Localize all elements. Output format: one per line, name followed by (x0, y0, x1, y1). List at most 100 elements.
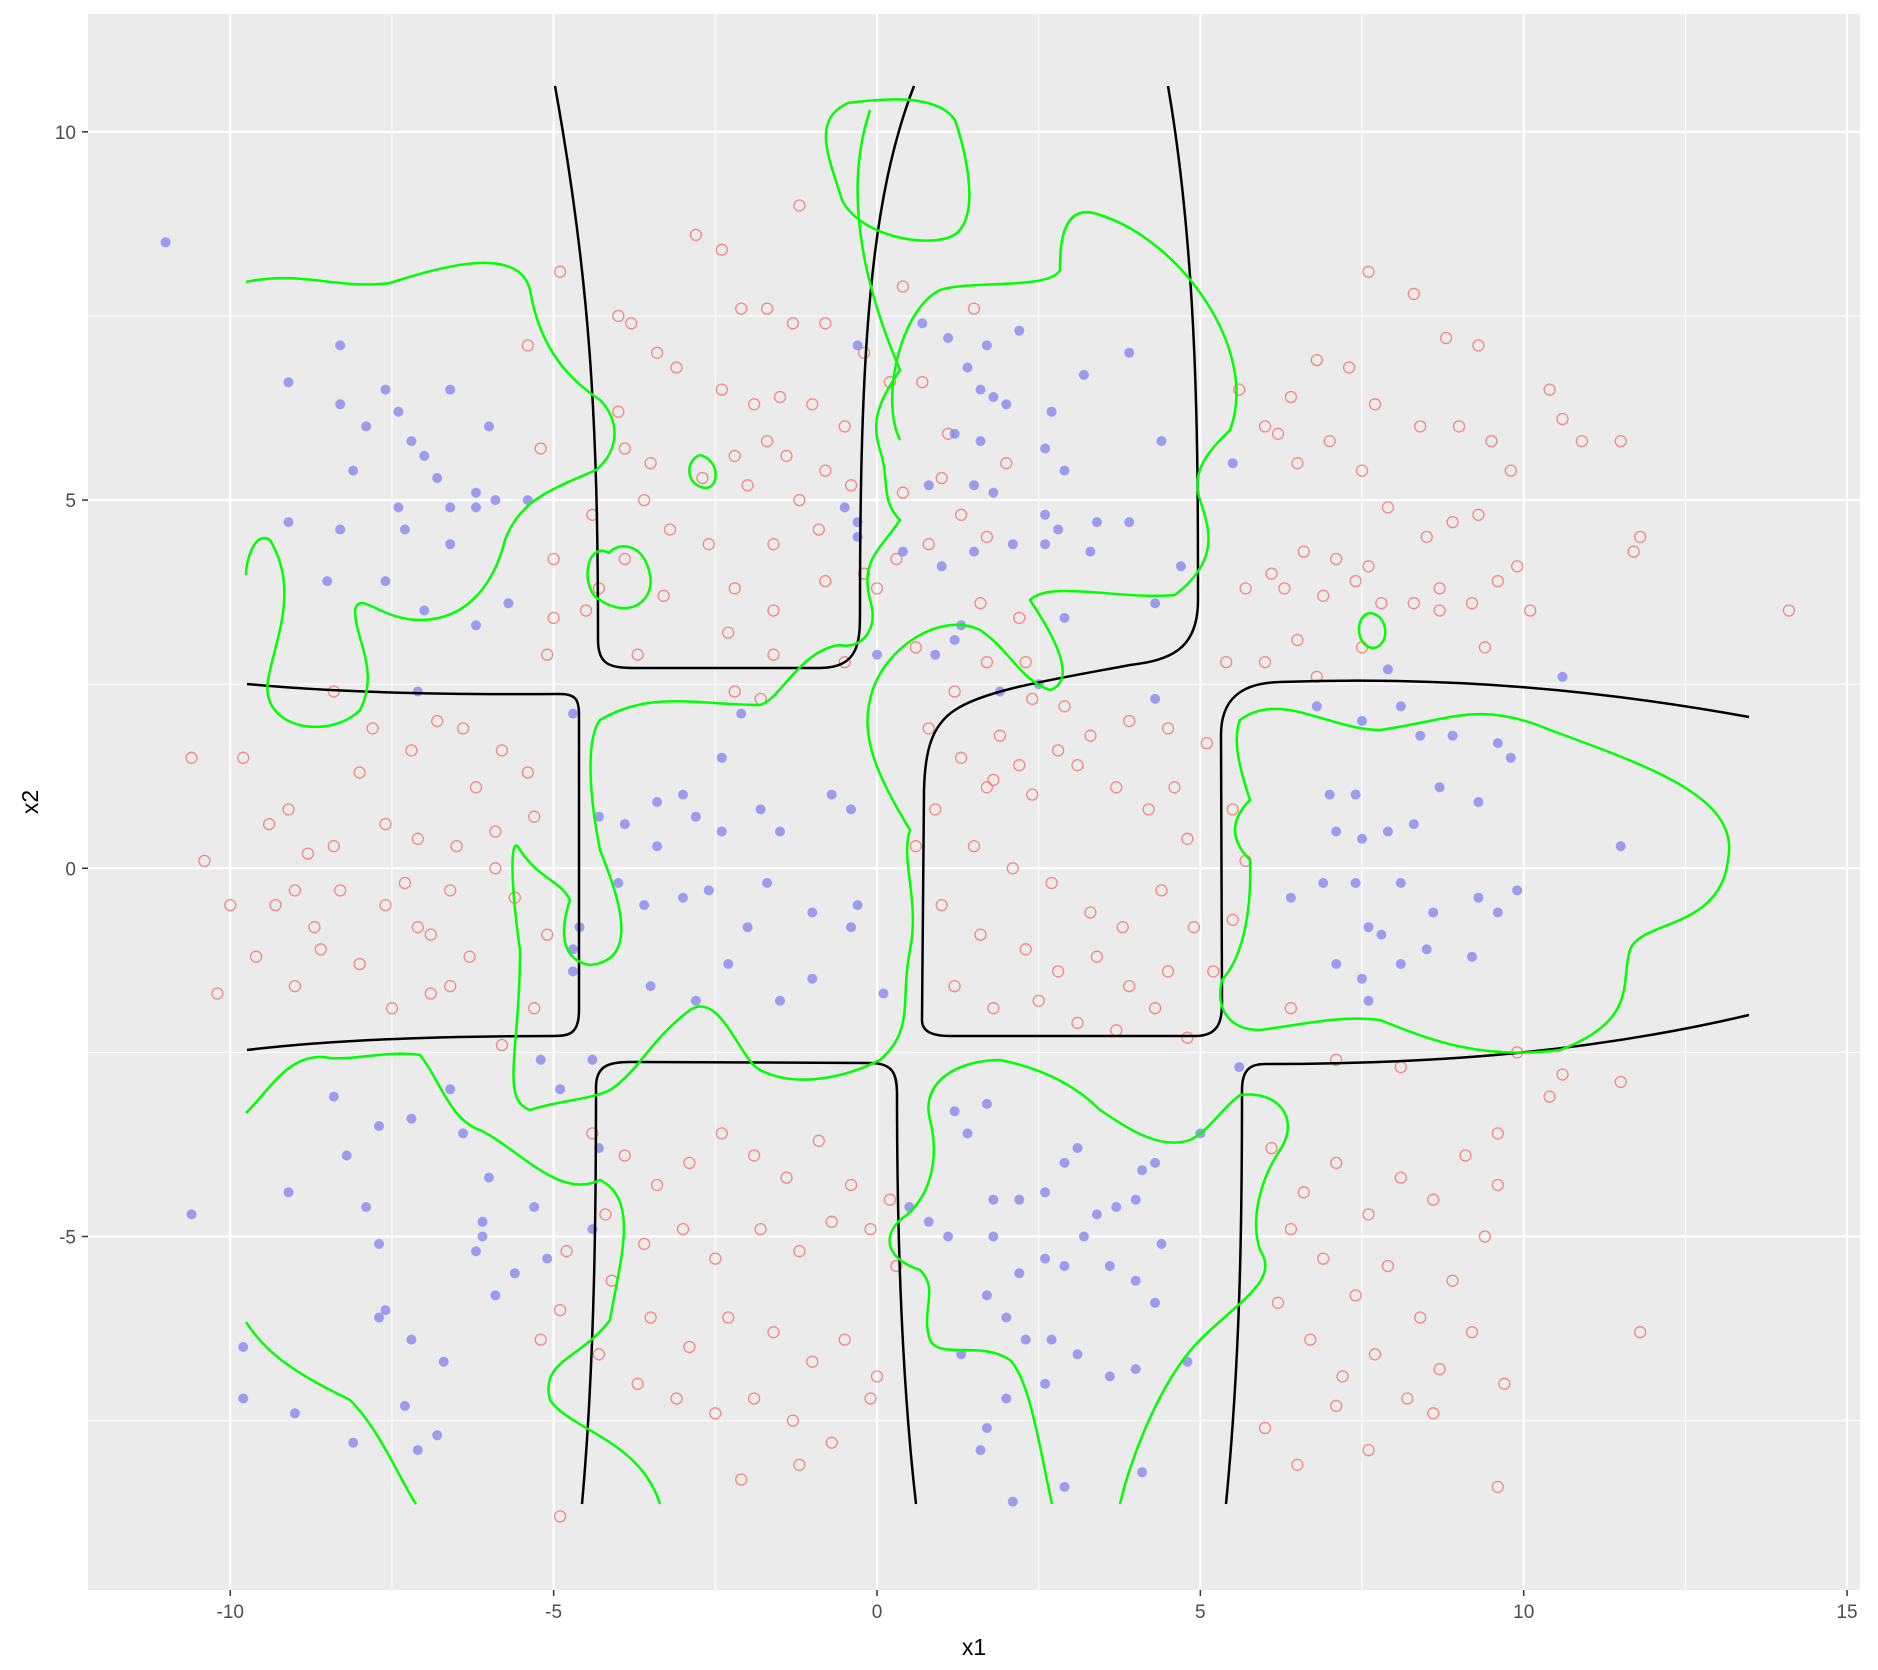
point-class-b (1059, 465, 1070, 476)
point-class-b (1078, 369, 1089, 380)
axis-ticks: -10 -5 0 5 10 15 -5 0 5 10 (55, 123, 1858, 1623)
point-class-a (1491, 1480, 1504, 1494)
point-class-a (1271, 1296, 1285, 1309)
y-tick-label: 0 (65, 859, 76, 880)
point-class-a (398, 876, 412, 890)
point-class-a (650, 1178, 664, 1192)
y-tick-label: 10 (55, 123, 76, 144)
point-class-a (1491, 574, 1504, 588)
point-class-a (844, 1178, 858, 1192)
point-class-a (1161, 722, 1175, 735)
point-class-b (1040, 443, 1051, 454)
point-class-b (1318, 878, 1329, 888)
point-class-a (411, 832, 424, 845)
point-class-a (534, 1333, 547, 1346)
point-class-b (419, 605, 430, 616)
point-class-a (528, 810, 541, 823)
point-class-a (547, 611, 560, 625)
point-class-a (249, 950, 263, 963)
point-class-a (709, 1407, 722, 1420)
point-class-a (1433, 1362, 1446, 1376)
point-class-b (1363, 922, 1374, 933)
point-class-a (838, 655, 851, 669)
point-class-a (1414, 420, 1427, 433)
point-class-b (988, 392, 999, 402)
point-class-b (535, 1054, 546, 1065)
point-class-a (922, 538, 935, 551)
point-class-a (1258, 655, 1272, 669)
true-boundary-right-upper (920, 85, 1750, 1038)
point-class-a (890, 552, 903, 566)
point-class-b (1072, 1349, 1083, 1360)
x-tick-label: 0 (872, 1602, 883, 1623)
point-class-a (1019, 943, 1032, 956)
point-class-a (676, 1222, 690, 1236)
point-class-b (1104, 1371, 1115, 1382)
point-class-a (638, 493, 651, 507)
point-class-a (747, 1149, 761, 1162)
point-class-a (638, 1237, 651, 1251)
point-class-b (432, 1430, 443, 1441)
point-class-a (1633, 1326, 1647, 1339)
point-class-b (1350, 789, 1361, 800)
point-class-a (650, 346, 664, 359)
point-class-a (1226, 913, 1239, 926)
point-class-a (1355, 464, 1369, 477)
point-class-b (1001, 1312, 1012, 1323)
point-class-b (1357, 973, 1367, 984)
point-class-b (484, 421, 494, 432)
point-class-a (1084, 729, 1097, 742)
point-class-b (1137, 1467, 1148, 1478)
point-class-a (1278, 582, 1291, 595)
point-class-a (1633, 530, 1647, 544)
point-class-b (645, 981, 656, 992)
point-class-a (327, 840, 340, 853)
point-class-a (489, 825, 502, 838)
point-class-a (715, 383, 728, 396)
point-class-b (1001, 1393, 1012, 1404)
point-class-a (857, 567, 871, 580)
point-class-a (521, 339, 534, 352)
point-class-b (399, 1400, 410, 1411)
point-class-a (1000, 457, 1013, 470)
point-class-b (613, 878, 624, 888)
point-class-b (471, 502, 481, 513)
point-class-b (393, 502, 404, 513)
point-class-b (374, 1121, 384, 1131)
point-class-a (1045, 876, 1058, 890)
data-points (160, 199, 1796, 1523)
point-class-a (211, 987, 224, 1000)
point-class-b (380, 576, 391, 587)
point-class-b (335, 340, 346, 351)
point-class-a (586, 1127, 599, 1140)
point-class-a (379, 817, 392, 831)
point-class-b (678, 892, 688, 903)
point-class-a (760, 434, 774, 448)
point-class-a (722, 626, 735, 639)
point-class-a (1026, 692, 1039, 706)
point-class-a (1433, 582, 1446, 595)
point-class-a (987, 1002, 1000, 1015)
point-class-b (1150, 1157, 1161, 1168)
point-class-a (592, 1348, 606, 1361)
point-class-b (1434, 782, 1445, 793)
point-class-a (1123, 714, 1136, 728)
x-tick-label: 10 (1513, 1602, 1534, 1623)
point-class-b (1421, 944, 1432, 955)
point-class-a (916, 376, 929, 389)
point-class-a (1478, 641, 1492, 654)
point-class-b (1473, 892, 1484, 903)
point-class-a (308, 921, 321, 934)
point-class-b (775, 995, 785, 1006)
point-class-b (1615, 841, 1626, 852)
point-class-b (923, 1216, 934, 1227)
x-tick-label: -10 (217, 1602, 244, 1623)
point-class-b (988, 487, 999, 498)
point-class-a (760, 302, 774, 315)
point-class-a (1284, 1002, 1298, 1015)
minor-gridlines (88, 14, 1860, 1590)
point-class-b (445, 384, 456, 395)
point-class-a (1446, 515, 1459, 529)
point-class-b (969, 546, 979, 557)
point-class-b (1234, 1062, 1245, 1073)
